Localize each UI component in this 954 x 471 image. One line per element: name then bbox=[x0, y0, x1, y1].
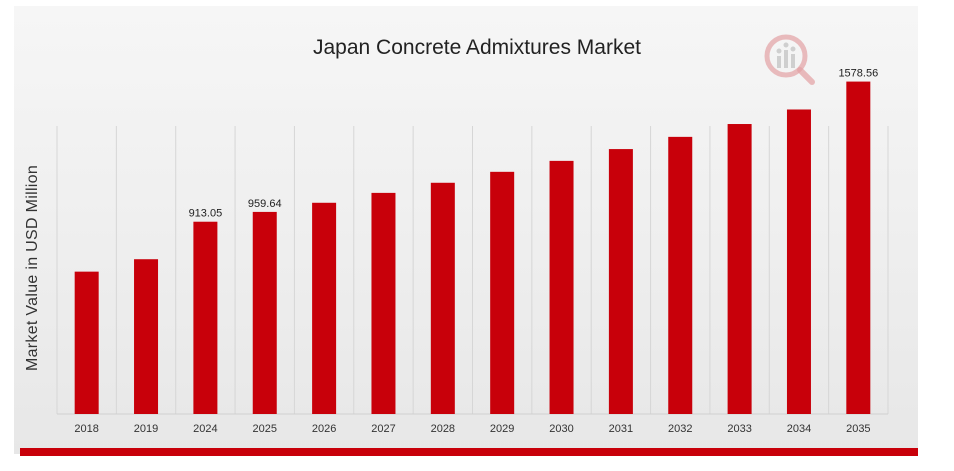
x-tick-label-2019: 2019 bbox=[134, 423, 158, 435]
bar-2025 bbox=[252, 211, 277, 414]
bar-2033 bbox=[727, 124, 752, 415]
x-tick-label-2033: 2033 bbox=[727, 423, 751, 435]
label-layer: 913.05 959.64 1578.56 bbox=[189, 68, 879, 220]
bar-2026 bbox=[312, 202, 337, 414]
x-tick-label-2026: 2026 bbox=[312, 423, 336, 435]
x-tick-label-2018: 2018 bbox=[74, 423, 98, 435]
data-label-2025: 959.64 bbox=[248, 198, 282, 210]
x-tick-label-2032: 2032 bbox=[668, 423, 692, 435]
bar-2028 bbox=[430, 182, 455, 414]
x-tick-label-2035: 2035 bbox=[846, 423, 870, 435]
chart-panel bbox=[14, 6, 918, 454]
bar-2032 bbox=[668, 136, 693, 414]
bar-2030 bbox=[549, 160, 574, 414]
x-tick-label-2029: 2029 bbox=[490, 423, 514, 435]
x-tick-label-2028: 2028 bbox=[431, 423, 455, 435]
bar-2027 bbox=[371, 192, 396, 414]
logo-icon bbox=[764, 34, 815, 85]
bar-2035 bbox=[846, 81, 871, 414]
data-label-2024: 913.05 bbox=[189, 208, 223, 220]
x-tick-label-2024: 2024 bbox=[193, 423, 217, 435]
data-label-2035: 1578.56 bbox=[838, 68, 878, 80]
x-tick-label-2030: 2030 bbox=[549, 423, 573, 435]
bar-2029 bbox=[490, 171, 515, 414]
tick-layer: 2018 2019 2024 2025 2026 2027 2028 2029 2030 2031… bbox=[74, 423, 870, 435]
bar-2024 bbox=[193, 221, 218, 414]
x-tick-label-2027: 2027 bbox=[371, 423, 395, 435]
bottom-accent-bar bbox=[20, 448, 918, 456]
x-tick-label-2031: 2031 bbox=[609, 423, 633, 435]
bar-2018 bbox=[74, 271, 99, 414]
grid-layer bbox=[56, 126, 889, 414]
bar-layer bbox=[74, 81, 871, 415]
x-tick-label-2025: 2025 bbox=[253, 423, 277, 435]
bar-2034 bbox=[786, 109, 811, 414]
x-tick-label-2034: 2034 bbox=[787, 423, 811, 435]
bar-2019 bbox=[134, 259, 159, 414]
chart-title: Japan Concrete Admixtures Market bbox=[313, 36, 641, 59]
bar-2031 bbox=[608, 149, 633, 414]
